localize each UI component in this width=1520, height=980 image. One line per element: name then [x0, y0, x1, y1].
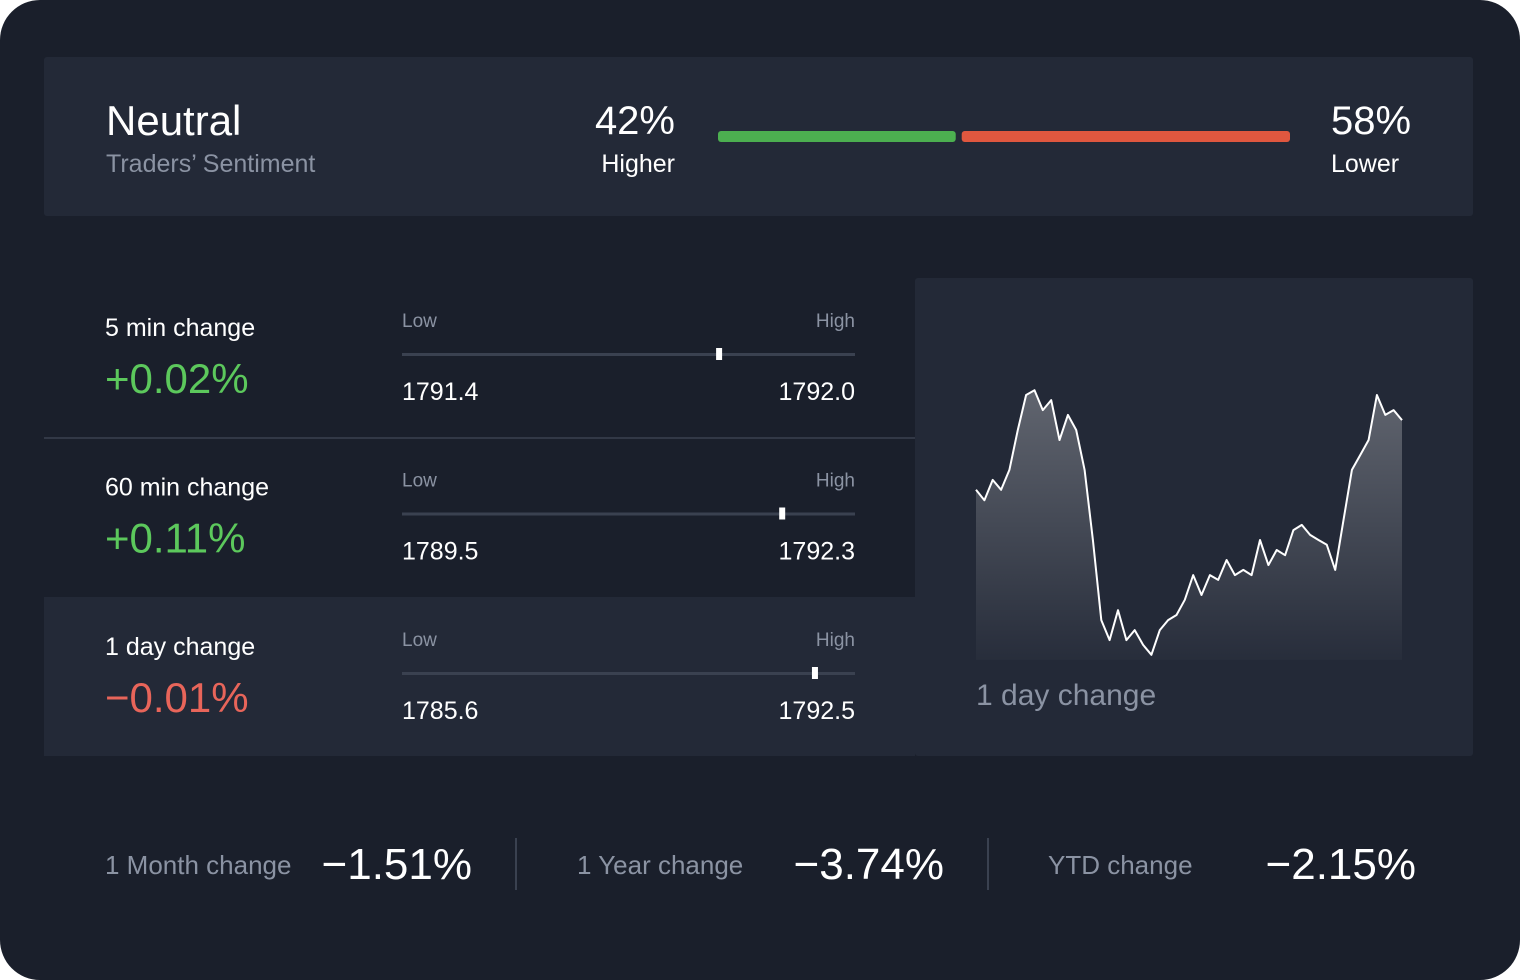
summary-label: 1 Year change — [577, 850, 743, 880]
lower-bar — [961, 131, 1290, 142]
higher-bar — [718, 131, 956, 142]
high-caption: High — [816, 630, 855, 651]
low-caption: Low — [402, 471, 437, 492]
low-caption: Low — [402, 311, 437, 332]
range-track — [402, 353, 855, 356]
change-value: −0.01% — [105, 674, 249, 721]
range-marker — [811, 667, 818, 679]
high-value: 1792.3 — [779, 538, 855, 566]
summary-label: 1 Month change — [105, 850, 291, 880]
high-caption: High — [816, 311, 855, 332]
range-marker — [716, 348, 723, 360]
high-value: 1792.0 — [779, 378, 855, 406]
change-label: 5 min change — [105, 314, 255, 342]
summary-value: −2.15% — [1266, 840, 1416, 889]
summary-label: YTD change — [1048, 850, 1193, 880]
high-caption: High — [816, 471, 855, 492]
higher-label: Higher — [601, 150, 675, 178]
selected-row — [44, 597, 915, 756]
summary-value: −1.51% — [322, 840, 472, 889]
range-track — [402, 672, 855, 675]
higher-percent: 42% — [595, 99, 675, 143]
change-value: +0.11% — [105, 515, 246, 562]
lower-percent: 58% — [1331, 99, 1411, 143]
range-track — [402, 512, 855, 516]
lower-label: Lower — [1331, 150, 1399, 178]
chart-area — [976, 390, 1402, 660]
change-label: 60 min change — [105, 474, 269, 502]
low-value: 1785.6 — [402, 697, 478, 725]
low-caption: Low — [402, 630, 437, 651]
chart-label: 1 day change — [976, 679, 1156, 712]
range-marker — [779, 507, 786, 520]
change-label: 1 day change — [105, 633, 255, 661]
high-value: 1792.5 — [779, 697, 855, 725]
low-value: 1789.5 — [402, 538, 478, 566]
sentiment-label: Neutral — [106, 97, 241, 144]
change-value: +0.02% — [105, 355, 249, 402]
chart-line — [975, 389, 1403, 656]
summary-value: −3.74% — [794, 840, 944, 889]
sentiment-caption: Traders’ Sentiment — [106, 150, 315, 178]
low-value: 1791.4 — [402, 378, 479, 406]
